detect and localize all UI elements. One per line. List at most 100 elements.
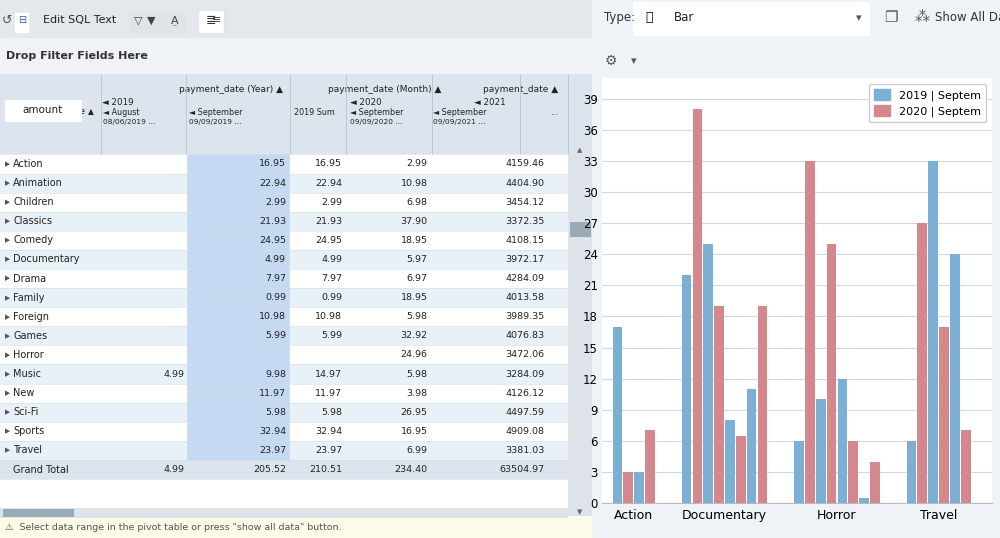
Text: 0.99: 0.99	[265, 293, 286, 302]
Bar	[794, 441, 804, 503]
Text: 24.96: 24.96	[400, 350, 427, 359]
Bar	[736, 436, 746, 503]
Bar	[0, 231, 592, 250]
Legend: 2019 | Septem, 2020 | Septem: 2019 | Septem, 2020 | Septem	[869, 83, 986, 122]
Bar	[187, 173, 289, 193]
Text: 18.95: 18.95	[400, 293, 427, 302]
Text: 4284.09: 4284.09	[506, 274, 545, 283]
Bar	[187, 345, 289, 365]
Text: 5.98: 5.98	[265, 408, 286, 417]
Text: ▶: ▶	[5, 295, 10, 301]
Text: ▶: ▶	[5, 448, 10, 454]
Bar	[747, 389, 756, 503]
Bar	[187, 231, 289, 250]
Bar	[0, 460, 592, 479]
Bar	[961, 430, 971, 503]
Text: ⚙: ⚙	[604, 54, 617, 68]
Text: 4.99: 4.99	[265, 255, 286, 264]
Text: 3.98: 3.98	[406, 388, 427, 398]
Bar	[0, 74, 592, 154]
Text: ▼: ▼	[147, 16, 155, 25]
Text: 4108.15: 4108.15	[506, 236, 545, 245]
Text: 4.99: 4.99	[321, 255, 342, 264]
Bar	[187, 250, 289, 269]
Text: 21.93: 21.93	[259, 217, 286, 226]
Bar	[187, 193, 289, 211]
Text: ▶: ▶	[5, 409, 10, 415]
Text: 6.97: 6.97	[406, 274, 427, 283]
Bar	[0, 402, 592, 422]
Text: 23.97: 23.97	[259, 446, 286, 455]
Text: ◄ September: ◄ September	[350, 108, 404, 117]
Text: payment_date (Year) ▲: payment_date (Year) ▲	[179, 86, 283, 94]
Text: 63504.97: 63504.97	[500, 465, 545, 474]
Text: 7.97: 7.97	[321, 274, 342, 283]
Text: ▶: ▶	[5, 237, 10, 243]
Bar	[816, 399, 826, 503]
Text: 09/09/2021 ...: 09/09/2021 ...	[433, 119, 486, 125]
Text: 32.94: 32.94	[315, 427, 342, 436]
Text: ◄ September: ◄ September	[433, 108, 487, 117]
Text: 4126.12: 4126.12	[506, 388, 545, 398]
Text: Action: Action	[13, 159, 44, 169]
Bar	[0, 193, 592, 211]
Text: ▲: ▲	[577, 147, 582, 154]
Text: 11.97: 11.97	[259, 388, 286, 398]
Text: 4013.58: 4013.58	[506, 293, 545, 302]
Text: 3989.35: 3989.35	[505, 312, 545, 321]
Bar	[0, 508, 568, 518]
Text: 16.95: 16.95	[315, 159, 342, 168]
Bar	[200, 12, 223, 32]
Text: Drama: Drama	[13, 273, 46, 284]
Bar	[758, 306, 767, 503]
Bar	[187, 402, 289, 422]
Text: 22.94: 22.94	[315, 179, 342, 188]
Bar	[0, 365, 592, 384]
Text: 4076.83: 4076.83	[506, 331, 545, 341]
Bar	[939, 327, 949, 503]
Bar	[187, 269, 289, 288]
Bar	[187, 365, 289, 384]
Text: Bar: Bar	[674, 11, 694, 24]
Text: ▲: ▲	[88, 107, 93, 116]
Bar	[0, 250, 592, 269]
Text: Horror: Horror	[13, 350, 44, 360]
Text: 09/09/2019 ...: 09/09/2019 ...	[189, 119, 242, 125]
Text: ≣: ≣	[206, 14, 217, 27]
Text: ▶: ▶	[5, 371, 10, 377]
Text: Music: Music	[13, 369, 41, 379]
Text: 9.98: 9.98	[265, 370, 286, 379]
Text: 3284.09: 3284.09	[506, 370, 545, 379]
Bar	[703, 244, 713, 503]
Bar	[130, 12, 147, 32]
Text: ...: ...	[551, 108, 558, 117]
Bar	[645, 430, 655, 503]
Text: 6.98: 6.98	[406, 197, 427, 207]
Bar	[0, 38, 592, 74]
Bar	[870, 462, 880, 503]
Bar	[0, 326, 592, 345]
Text: 10.98: 10.98	[315, 312, 342, 321]
Text: A̤: A̤	[171, 16, 178, 25]
Bar	[0, 154, 592, 173]
Text: ▾: ▾	[631, 56, 636, 66]
Bar	[848, 441, 858, 503]
Text: ≡: ≡	[211, 16, 221, 25]
Text: Sci-Fi: Sci-Fi	[13, 407, 38, 417]
Text: ◄ August: ◄ August	[103, 108, 140, 117]
Text: 16.95: 16.95	[259, 159, 286, 168]
Text: 4909.08: 4909.08	[506, 427, 545, 436]
Bar	[187, 384, 289, 402]
Text: title: title	[68, 107, 86, 116]
Text: ◄ September: ◄ September	[189, 108, 243, 117]
Text: Sports: Sports	[13, 426, 44, 436]
Text: Children: Children	[13, 197, 54, 207]
Text: 3472.06: 3472.06	[506, 350, 545, 359]
Text: 0.99: 0.99	[321, 293, 342, 302]
Text: amount: amount	[22, 105, 63, 115]
Text: ▶: ▶	[5, 275, 10, 281]
Bar	[0, 0, 592, 38]
Bar	[907, 441, 916, 503]
Text: Animation: Animation	[13, 178, 63, 188]
Bar	[187, 326, 289, 345]
